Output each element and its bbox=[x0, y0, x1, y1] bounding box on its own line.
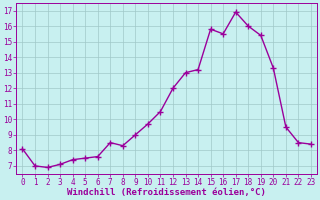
X-axis label: Windchill (Refroidissement éolien,°C): Windchill (Refroidissement éolien,°C) bbox=[67, 188, 266, 197]
